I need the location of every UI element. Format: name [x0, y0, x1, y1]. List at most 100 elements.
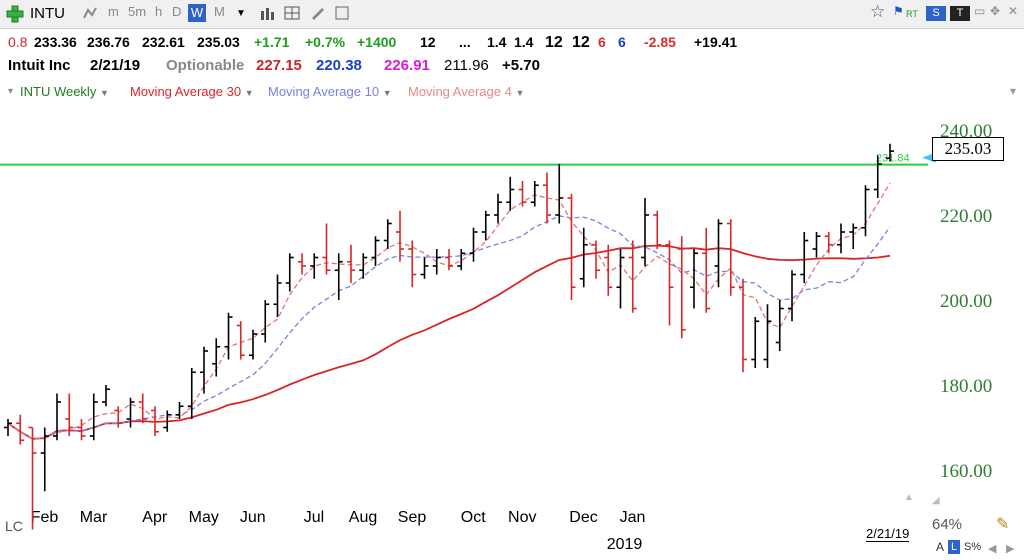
optionable-label: Optionable — [166, 57, 245, 74]
quote-item: 0.8 — [8, 34, 28, 50]
legend-series[interactable]: INTU Weekly ▼ — [20, 84, 109, 99]
quote-item: 6 — [598, 34, 606, 50]
close-icon[interactable]: ✕ — [1008, 4, 1019, 18]
add-symbol-icon[interactable] — [6, 5, 24, 23]
scale-l-button[interactable]: L — [948, 540, 960, 554]
ma4-line — [7, 182, 891, 440]
quote-date: 2/21/19 — [90, 57, 141, 74]
info-value-3: 226.91 — [384, 57, 430, 74]
notes-icon[interactable] — [334, 6, 350, 20]
scroll-up-icon[interactable]: ▲ — [904, 492, 914, 503]
quote-item: +1400 — [357, 34, 397, 50]
period-m[interactable]: m — [108, 4, 119, 19]
period-dropdown-icon[interactable]: ▼ — [236, 8, 246, 19]
period-h[interactable]: h — [155, 4, 163, 19]
scroll-right-up-icon[interactable]: ◢ — [932, 495, 940, 506]
x-month-label: Dec — [569, 509, 597, 526]
legend-ma10-caret-icon: ▼ — [382, 88, 392, 98]
legend-ma4[interactable]: Moving Average 4 ▼ — [408, 84, 524, 99]
footer-date-box: 2/21/19 — [866, 526, 910, 542]
y-tick-label: 200.00 — [940, 291, 992, 312]
quote-item: 236.76 — [87, 34, 130, 50]
quote-item: 1.4 — [487, 34, 507, 50]
legend-ma10-label: Moving Average 10 — [268, 84, 380, 99]
info-value-2: 220.38 — [316, 57, 362, 74]
info-line: Intuit Inc 2/21/19 Optionable 227.15 220… — [0, 54, 1024, 80]
legend-ma10[interactable]: Moving Average 10 ▼ — [268, 84, 392, 99]
x-month-label: Oct — [461, 509, 486, 526]
quote-item: 1.4 — [514, 34, 534, 50]
favorite-star-icon[interactable]: ☆ — [870, 2, 886, 21]
ma30-line — [7, 244, 891, 440]
quote-item: 6 — [618, 34, 626, 50]
quote-line: 0.8 233.36 236.76 232.61 235.03 +1.71 +0.7% +14… — [0, 30, 1024, 54]
legend-ma4-caret-icon: ▼ — [515, 88, 525, 98]
quote-item: -2.85 — [644, 34, 676, 50]
scale-a-button[interactable]: A — [936, 540, 945, 554]
grid-icon[interactable] — [284, 6, 300, 20]
x-month-label: Aug — [349, 509, 377, 526]
scroll-left-icon[interactable]: ◀ — [988, 543, 997, 555]
y-tick-label: 160.00 — [940, 461, 992, 482]
scroll-right-icon[interactable]: ▶ — [1006, 543, 1015, 555]
legend-ma4-label: Moving Average 4 — [408, 84, 512, 99]
bars-icon[interactable] — [260, 6, 276, 20]
x-month-label: Sep — [398, 509, 427, 526]
quote-item: 235.03 — [197, 34, 240, 50]
x-month-label: Feb — [31, 509, 59, 526]
legend-ma30-caret-icon: ▼ — [244, 88, 254, 98]
t-button[interactable]: T — [950, 6, 970, 21]
move-icon[interactable]: ✥ — [990, 4, 1001, 18]
legend-ma30-label: Moving Average 30 — [130, 84, 242, 99]
info-value-4: 211.96 — [444, 57, 489, 74]
legend-expand-icon[interactable]: ▾ — [8, 86, 14, 97]
legend-ma30[interactable]: Moving Average 30 ▼ — [130, 84, 254, 99]
legend-scroll-icon[interactable]: ▾ — [1010, 84, 1017, 98]
x-month-label: Jun — [240, 509, 266, 526]
chart-style-icon[interactable] — [82, 6, 98, 20]
horizontal-line-label: 231.84 — [876, 153, 910, 165]
y-tick-label: 180.00 — [940, 376, 992, 397]
period-m-monthly[interactable]: M — [214, 4, 225, 19]
x-month-label: Nov — [508, 509, 536, 526]
symbol-field[interactable]: INTU — [30, 5, 65, 22]
draw-pencil-icon[interactable] — [310, 6, 326, 20]
company-name: Intuit Inc — [8, 57, 71, 74]
x-year-label: 2019 — [607, 536, 643, 553]
legend-series-caret-icon: ▼ — [99, 88, 109, 98]
quote-item: 233.36 — [34, 34, 77, 50]
info-value-1: 227.15 — [256, 57, 302, 74]
scale-percent-button[interactable]: S% — [964, 541, 982, 553]
x-month-label: Jan — [620, 509, 646, 526]
s-button[interactable]: S — [926, 6, 946, 21]
quote-item: 12 — [545, 34, 563, 51]
edit-pencil-icon[interactable]: ✎ — [996, 516, 1010, 533]
quote-item: 12 — [420, 34, 436, 50]
x-month-label: Jul — [304, 509, 324, 526]
period-w-active[interactable]: W — [188, 4, 206, 22]
toolbar: INTU m 5m h D W M ▼ ☆ ⚑ RT S T ▭ ✥ ✕ — [0, 0, 1024, 29]
price-chart[interactable]: 160.00 180.00 200.00 220.00 240.00 Feb Mar Apr M… — [0, 102, 1024, 560]
quote-item: +19.41 — [694, 34, 738, 50]
window-icon[interactable]: ▭ — [974, 4, 986, 18]
period-d[interactable]: D — [172, 4, 182, 19]
y-tick-label: 220.00 — [940, 206, 992, 227]
quote-item: +1.71 — [254, 34, 290, 50]
x-month-label: May — [189, 509, 219, 526]
quote-item: 232.61 — [142, 34, 185, 50]
x-month-label: Mar — [80, 509, 108, 526]
quote-item: ... — [459, 34, 471, 50]
info-value-5: +5.70 — [502, 57, 540, 74]
x-month-label: Apr — [142, 509, 168, 526]
quote-item: 12 — [572, 34, 590, 51]
period-5m[interactable]: 5m — [128, 4, 147, 19]
last-price-box: 235.03 — [932, 137, 1004, 161]
zoom-level[interactable]: 64% — [932, 516, 963, 533]
chart-legend: ▾ INTU Weekly ▼ Moving Average 30 ▼ Movi… — [0, 80, 1024, 102]
quote-item: +0.7% — [305, 34, 346, 50]
flag-icon[interactable]: ⚑ — [893, 4, 904, 18]
y-tick-label: 240.00 — [940, 121, 992, 142]
corner-label: LC — [5, 518, 23, 534]
legend-series-label: INTU Weekly — [20, 84, 97, 99]
rt-label[interactable]: RT — [906, 9, 918, 19]
